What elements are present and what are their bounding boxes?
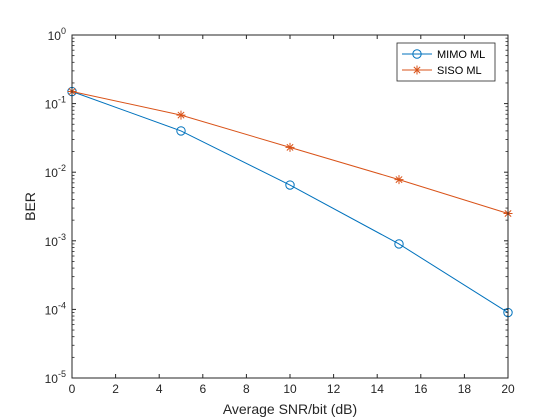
x-tick-label: 20 [501,382,515,396]
y-tick-base: 10 [45,372,59,386]
data-point-asterisk [176,110,186,120]
data-point-circle [176,126,186,136]
data-point-asterisk [285,142,295,152]
x-tick-label: 12 [327,382,341,396]
y-tick-label: 10-1 [45,95,66,112]
x-tick-label: 16 [414,382,428,396]
data-point-asterisk [412,65,422,75]
data-point-circle [394,239,404,249]
plot-area [72,35,508,378]
x-tick-label: 2 [112,382,119,396]
x-tick-label: 10 [283,382,297,396]
x-tick-label: 14 [371,382,385,396]
y-tick-label: 100 [48,26,66,43]
y-tick-exponent: -4 [58,300,66,310]
y-tick-base: 10 [48,29,62,43]
x-tick-label: 8 [243,382,250,396]
data-point-circle [412,49,422,59]
legend-label: MIMO ML [437,49,485,61]
legend-entry-0: MIMO ML [402,49,485,61]
y-tick-exponent: -3 [58,232,66,242]
x-tick-label: 18 [458,382,472,396]
y-tick-base: 10 [45,166,59,180]
y-axis-label: BER [22,192,38,221]
y-tick-exponent: 0 [61,26,66,36]
y-tick-label: 10-4 [45,300,66,317]
y-tick-base: 10 [45,303,59,317]
y-tick-exponent: -2 [58,163,66,173]
legend: MIMO ML SISO ML [396,42,496,82]
y-tick-exponent: -5 [58,369,66,379]
data-point-circle [285,180,295,190]
y-tick-label: 10-2 [45,163,66,180]
y-tick-base: 10 [45,235,59,249]
x-tick-label: 6 [199,382,206,396]
data-point-asterisk [394,175,404,185]
legend-box [396,42,496,82]
x-axis-label: Average SNR/bit (dB) [223,401,357,417]
y-tick-base: 10 [45,98,59,112]
plot-frame [71,34,509,379]
legend-entry-1: SISO ML [402,65,482,77]
legend-label: SISO ML [437,65,482,77]
series-line [71,91,509,313]
y-tick-label: 10-5 [45,369,66,386]
x-tick-label: 0 [69,382,76,396]
x-tick-label: 4 [156,382,163,396]
y-tick-label: 10-3 [45,232,66,249]
y-tick-exponent: -1 [58,95,66,105]
